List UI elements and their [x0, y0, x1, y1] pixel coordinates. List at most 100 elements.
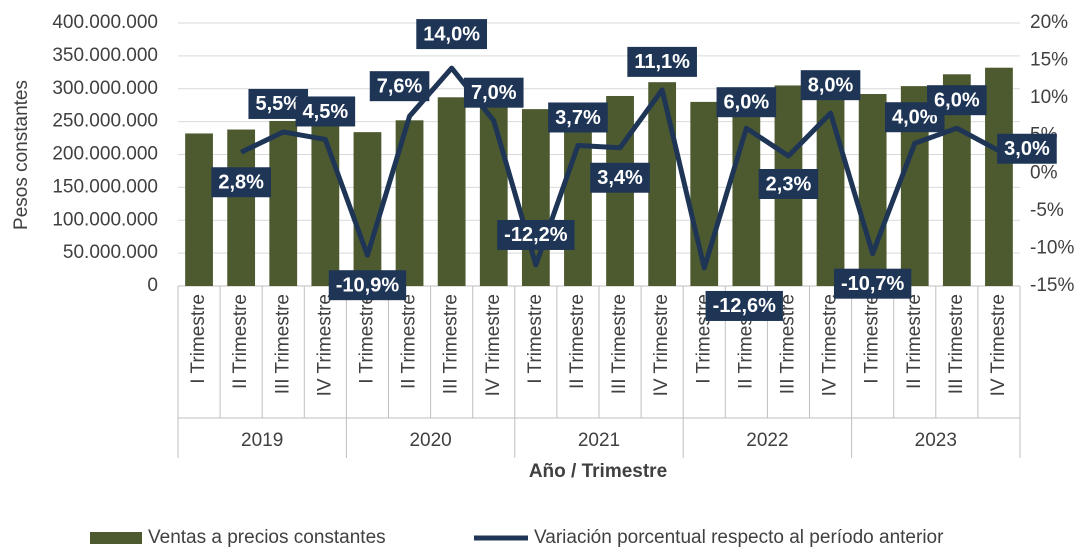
- x-tick-label: IV Trimestre: [314, 294, 335, 396]
- data-label-text: -10,9%: [336, 274, 400, 296]
- x-tick-label: I Trimestre: [525, 294, 546, 384]
- data-label-box: [590, 162, 650, 193]
- bar: [985, 67, 1013, 287]
- data-label-box: [627, 46, 697, 77]
- y-axis-title: Pesos constantes: [11, 80, 32, 230]
- bar: [269, 120, 298, 286]
- data-label-text: 3,4%: [597, 167, 643, 189]
- y-tick-label: 0: [147, 275, 158, 296]
- x-tick-label: III Trimestre: [441, 294, 462, 394]
- group-label: 2022: [746, 430, 788, 451]
- data-label-box: [497, 219, 575, 250]
- data-label-box: [548, 102, 608, 133]
- y-tick-label: 400.000.000: [52, 12, 158, 33]
- bar: [816, 70, 845, 286]
- y2-tick-label: 20%: [1030, 12, 1068, 33]
- data-label-text: 3,0%: [1004, 138, 1050, 160]
- y-tick-label: 100.000.000: [52, 209, 158, 230]
- legend-label: Ventas a precios constantes: [148, 527, 386, 548]
- x-tick-label: IV Trimestre: [820, 294, 841, 396]
- data-label: 2,8%: [211, 167, 271, 198]
- data-label: 6,0%: [716, 87, 777, 118]
- data-label-box: [416, 19, 488, 50]
- y-tick-label: 150.000.000: [52, 176, 158, 197]
- y2-tick-label: -15%: [1030, 275, 1074, 296]
- data-label-box: [705, 290, 783, 321]
- group-label: 2021: [578, 430, 620, 451]
- y-tick-label: 200.000.000: [52, 144, 158, 165]
- data-label-text: 7,6%: [377, 75, 423, 97]
- bar: [227, 129, 256, 286]
- data-label: 3,0%: [997, 133, 1057, 164]
- bar: [648, 82, 677, 286]
- data-label: 11,1%: [627, 46, 697, 77]
- data-label-text: 14,0%: [423, 23, 480, 45]
- bar: [732, 90, 761, 286]
- y2-tick-label: 15%: [1030, 50, 1068, 71]
- line: [240, 65, 1001, 271]
- x-tick-label: III Trimestre: [609, 294, 630, 394]
- data-label-box: [295, 96, 356, 127]
- data-label: 3,7%: [548, 102, 608, 133]
- data-label-box: [716, 87, 777, 118]
- data-label-box: [369, 71, 430, 102]
- bar: [479, 84, 508, 287]
- data-label-box: [927, 85, 987, 116]
- data-label-text: 2,8%: [218, 172, 264, 194]
- data-label-text: 6,0%: [724, 91, 770, 113]
- x-tick-label: I Trimestre: [188, 294, 209, 384]
- data-label-text: 7,0%: [471, 82, 517, 104]
- data-label: 14,0%: [416, 19, 488, 50]
- x-tick-label: IV Trimestre: [988, 294, 1009, 396]
- data-label: 6,0%: [927, 85, 987, 116]
- y2-tick-label: 0%: [1030, 162, 1058, 183]
- data-label-box: [997, 133, 1057, 164]
- x-tick-label: IV Trimestre: [483, 294, 504, 396]
- y2-tick-label: -10%: [1030, 237, 1074, 258]
- data-label-text: 5,5%: [255, 93, 301, 115]
- data-label-text: 8,0%: [808, 74, 854, 96]
- legend-swatch: [90, 532, 142, 544]
- bar: [690, 101, 719, 287]
- data-label: 2,3%: [758, 169, 819, 200]
- data-label: -10,9%: [328, 270, 407, 301]
- data-label-text: 4,5%: [303, 101, 349, 123]
- x-tick-label: IV Trimestre: [651, 294, 672, 396]
- data-label-box: [463, 77, 524, 108]
- data-label-box: [211, 167, 271, 198]
- y-tick-label: 350.000.000: [52, 45, 158, 66]
- data-label-box: [758, 169, 819, 200]
- data-label-text: 3,7%: [555, 107, 601, 129]
- data-label: -12,2%: [497, 219, 575, 250]
- group-label: 2023: [915, 430, 957, 451]
- x-tick-label: II Trimestre: [230, 294, 251, 389]
- data-label: -12,6%: [705, 290, 783, 321]
- data-label-text: -12,6%: [713, 295, 777, 317]
- x-tick-label: II Trimestre: [567, 294, 588, 389]
- data-label: 7,6%: [369, 71, 430, 102]
- data-label: 4,5%: [295, 96, 356, 127]
- legend-label: Variación porcentual respecto al período…: [534, 527, 944, 548]
- data-label-text: 4,0%: [892, 107, 938, 129]
- y-tick-label: 250.000.000: [52, 111, 158, 132]
- data-label-box: [800, 70, 861, 101]
- y2-tick-label: 10%: [1030, 87, 1068, 108]
- x-tick-label: III Trimestre: [272, 294, 293, 394]
- x-axis-title: Año / Trimestre: [529, 461, 667, 482]
- bar: [437, 97, 466, 286]
- x-tick-label: II Trimestre: [904, 294, 925, 389]
- group-label: 2020: [409, 430, 451, 451]
- data-label: -10,7%: [833, 268, 912, 299]
- y2-tick-label: -5%: [1030, 200, 1064, 221]
- y-tick-label: 50.000.000: [63, 242, 158, 263]
- x-tick-label: III Trimestre: [946, 294, 967, 394]
- x-tick-label: I Trimestre: [862, 294, 883, 384]
- data-label-box: [328, 270, 407, 301]
- bar: [858, 94, 887, 286]
- y-tick-label: 300.000.000: [52, 78, 158, 99]
- data-label-text: 6,0%: [934, 89, 980, 111]
- data-label-text: -10,7%: [841, 273, 905, 295]
- bar: [353, 132, 382, 286]
- x-tick-label: I Trimestre: [356, 294, 377, 384]
